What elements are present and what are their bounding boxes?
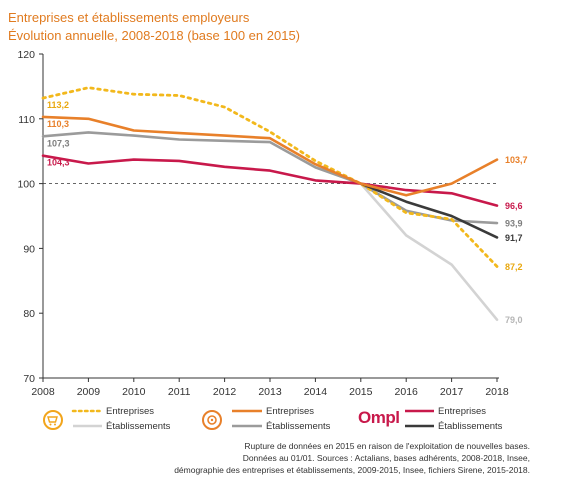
tooth-gear-logo-icon [202,410,222,430]
x-tick-label: 2011 [168,386,191,398]
start-data-label: 110,3 [47,119,69,129]
start-data-label: 104,3 [47,158,70,168]
legend-group-ompl: Ompl Entreprises Établissements [358,406,503,432]
x-tick-label: 2008 [31,386,55,398]
x-tick-label: 2016 [395,386,419,398]
x-tick-label: 2017 [440,386,464,398]
end-data-label: 79,0 [505,315,523,325]
y-tick-label: 120 [17,49,35,61]
ompl-logo: Ompl [358,408,399,427]
y-tick-label: 70 [23,373,35,385]
source-note-line2: Données au 01/01. Sources : Actalians, b… [243,453,530,463]
x-tick-label: 2009 [77,386,101,398]
legend-group-orange: Entreprises Établissements [202,406,331,432]
legend-label: Entreprises [438,406,486,417]
tooth-cart-logo-icon [43,410,63,430]
x-tick-label: 2013 [258,386,282,398]
start-data-label: 113,2 [47,100,69,110]
y-tick-label: 110 [18,114,35,126]
series-line-ompl-etablissements [359,182,499,239]
series-line-ompl-entreprises [41,154,499,207]
x-tick-label: 2015 [349,386,373,398]
y-tick-label: 90 [23,243,35,255]
legend-label: Entreprises [106,406,154,417]
legend: Entreprises Établissements Entreprises É… [43,406,503,432]
end-data-label: 87,2 [505,262,523,272]
legend-label: Établissements [106,421,171,432]
chart-subtitle: Évolution annuelle, 2008-2018 (base 100 … [8,28,300,43]
source-note-line3: démographie des entreprises et établisse… [174,465,530,475]
series-lines [41,86,499,321]
legend-label: Entreprises [266,406,314,417]
x-tick-label: 2010 [122,386,146,398]
y-tick-label: 100 [17,179,35,191]
legend-label: Établissements [438,421,503,432]
end-data-label: 103,7 [505,155,528,165]
axes: 70 80 90 100 110 120 2008 2009 2010 2011 2012 2013 2… [17,49,508,398]
series-line-ocre-entreprises [41,86,499,268]
series-line-ocre-etablissements [359,182,499,321]
series-line-orange-entreprises [41,115,499,197]
legend-group-ocre: Entreprises Établissements [43,406,171,432]
source-note-line1: Rupture de données en 2015 en raison de … [244,441,530,451]
x-tick-label: 2014 [304,386,328,398]
chart-title: Entreprises et établissements employeurs [8,10,250,25]
end-data-label: 96,6 [505,201,523,211]
end-data-label: 93,9 [505,219,523,229]
end-data-label: 91,7 [505,233,523,243]
series-line-orange-etablissements [41,131,499,225]
y-tick-label: 80 [23,308,35,320]
x-tick-label: 2018 [485,386,509,398]
x-tick-label: 2012 [213,386,237,398]
legend-label: Établissements [266,421,331,432]
start-data-label: 107,3 [47,138,70,148]
data-labels: 87,2 113,2 79,0 103,7 110,3 93,9 107,3 96,6 104,… [47,100,528,325]
